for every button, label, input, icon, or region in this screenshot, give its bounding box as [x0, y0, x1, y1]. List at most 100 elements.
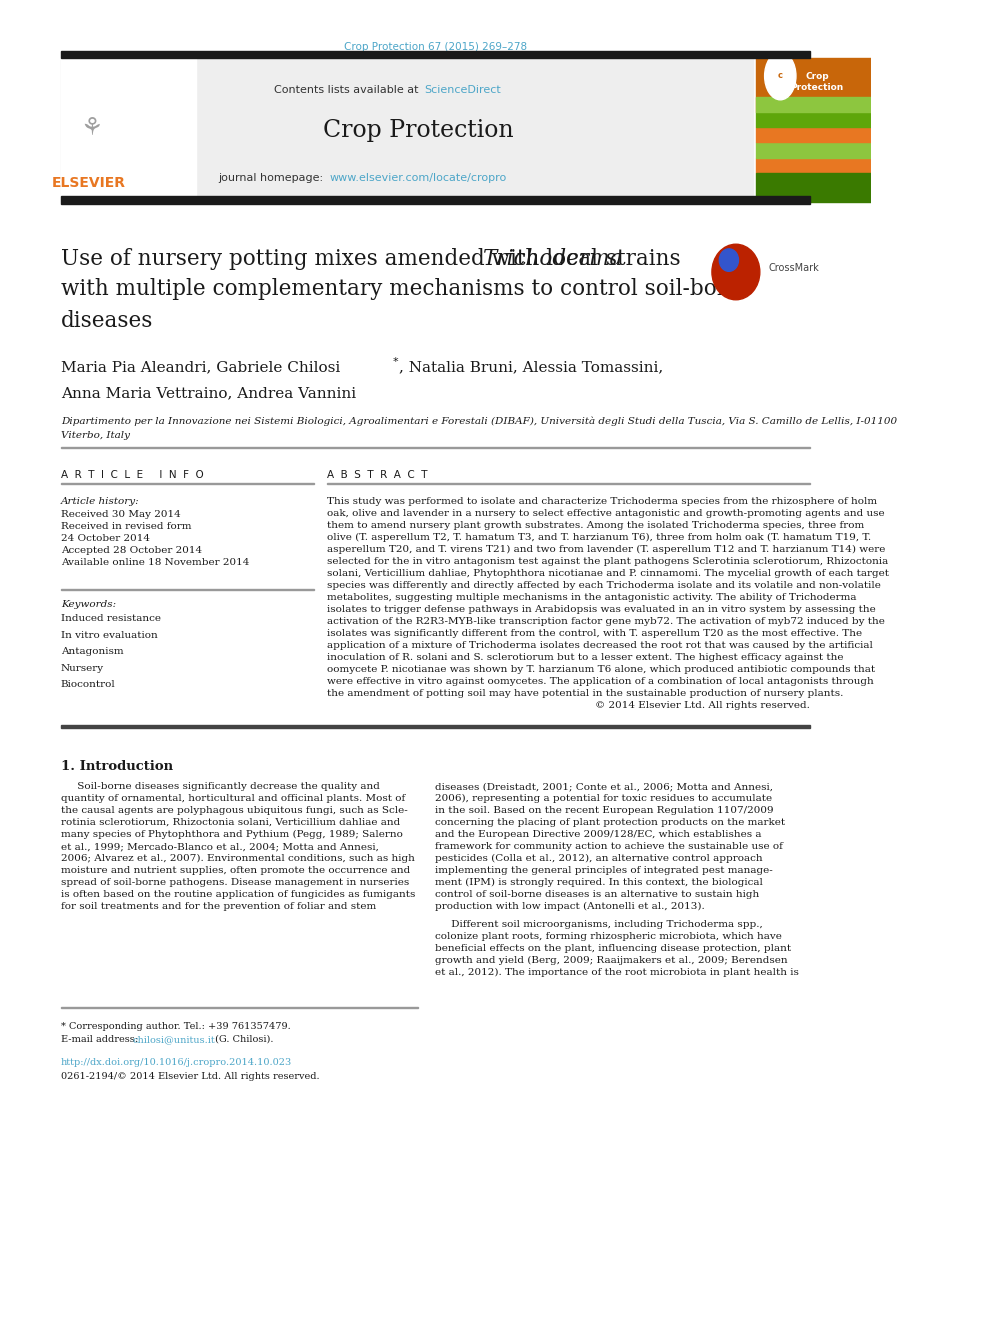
Text: Trichoderma: Trichoderma: [483, 247, 624, 270]
Text: Use of nursery potting mixes amended with local: Use of nursery potting mixes amended wit…: [61, 247, 605, 270]
Bar: [61, 58, 753, 202]
Text: c: c: [778, 71, 783, 81]
Bar: [61, 447, 809, 448]
Text: Nursery: Nursery: [61, 664, 104, 672]
Text: them to amend nursery plant growth substrates. Among the isolated Trichoderma sp: them to amend nursery plant growth subst…: [326, 521, 864, 531]
Text: Antagonism: Antagonism: [61, 647, 124, 656]
Text: Crop
Protection: Crop Protection: [791, 71, 843, 93]
Text: , Natalia Bruni, Alessia Tomassini,: , Natalia Bruni, Alessia Tomassini,: [399, 360, 663, 374]
Text: ELSEVIER: ELSEVIER: [52, 176, 126, 191]
Bar: [756, 127, 871, 143]
Text: growth and yield (Berg, 2009; Raaijmakers et al., 2009; Berendsen: growth and yield (Berg, 2009; Raaijmaker…: [435, 957, 788, 964]
Text: Article history:: Article history:: [61, 497, 140, 505]
Text: journal homepage:: journal homepage:: [218, 173, 326, 183]
Text: application of a mixture of Trichoderma isolates decreased the root rot that was: application of a mixture of Trichoderma …: [326, 642, 872, 650]
Text: framework for community action to achieve the sustainable use of: framework for community action to achiev…: [435, 841, 784, 851]
Text: colonize plant roots, forming rhizospheric microbiota, which have: colonize plant roots, forming rhizospher…: [435, 931, 783, 941]
Text: solani, Verticillium dahliae, Phytophthora nicotianae and P. cinnamomi. The myce: solani, Verticillium dahliae, Phytophtho…: [326, 569, 889, 578]
Text: * Corresponding author. Tel.: +39 761357479.: * Corresponding author. Tel.: +39 761357…: [61, 1021, 291, 1031]
Text: Contents lists available at: Contents lists available at: [275, 85, 423, 95]
Text: CrossMark: CrossMark: [769, 263, 819, 273]
Text: asperellum T20, and T. virens T21) and two from lavender (T. asperellum T12 and : asperellum T20, and T. virens T21) and t…: [326, 545, 885, 554]
Text: 24 October 2014: 24 October 2014: [61, 534, 150, 542]
Text: diseases: diseases: [61, 310, 154, 332]
Text: oak, olive and lavender in a nursery to select effective antagonistic and growth: oak, olive and lavender in a nursery to …: [326, 509, 884, 519]
Text: implementing the general principles of integrated pest manage-: implementing the general principles of i…: [435, 867, 773, 875]
Text: chilosi@unitus.it: chilosi@unitus.it: [132, 1035, 215, 1044]
Bar: [756, 173, 871, 202]
Ellipse shape: [712, 245, 760, 300]
Text: E-mail address:: E-mail address:: [61, 1035, 141, 1044]
Bar: [61, 196, 809, 204]
Text: et al., 1999; Mercado-Blanco et al., 2004; Motta and Annesi,: et al., 1999; Mercado-Blanco et al., 200…: [61, 841, 379, 851]
Text: Accepted 28 October 2014: Accepted 28 October 2014: [61, 546, 202, 556]
Text: Biocontrol: Biocontrol: [61, 680, 116, 689]
Text: Induced resistance: Induced resistance: [61, 614, 161, 623]
Bar: [756, 97, 871, 112]
Text: 2006), representing a potential for toxic residues to accumulate: 2006), representing a potential for toxi…: [435, 794, 773, 803]
Text: were effective in vitro against oomycetes. The application of a combination of l: were effective in vitro against oomycete…: [326, 677, 873, 687]
Text: concerning the placing of plant protection products on the market: concerning the placing of plant protecti…: [435, 818, 786, 827]
Text: Received in revised form: Received in revised form: [61, 523, 191, 531]
Text: for soil treatments and for the prevention of foliar and stem: for soil treatments and for the preventi…: [61, 902, 376, 912]
Text: in the soil. Based on the recent European Regulation 1107/2009: in the soil. Based on the recent Europea…: [435, 806, 774, 815]
Text: activation of the R2R3-MYB-like transcription factor gene myb72. The activation : activation of the R2R3-MYB-like transcri…: [326, 617, 885, 626]
Bar: [756, 143, 871, 157]
Text: et al., 2012). The importance of the root microbiota in plant health is: et al., 2012). The importance of the roo…: [435, 968, 800, 978]
Text: production with low impact (Antonelli et al., 2013).: production with low impact (Antonelli et…: [435, 902, 705, 912]
Text: A  B  S  T  R  A  C  T: A B S T R A C T: [326, 470, 428, 480]
Text: with multiple complementary mechanisms to control soil-borne: with multiple complementary mechanisms t…: [61, 278, 754, 300]
Text: A  R  T  I  C  L  E     I  N  F  O: A R T I C L E I N F O: [61, 470, 203, 480]
Ellipse shape: [719, 249, 738, 271]
Text: 2006; Alvarez et al., 2007). Environmental conditions, such as high: 2006; Alvarez et al., 2007). Environment…: [61, 855, 415, 863]
Text: Available online 18 November 2014: Available online 18 November 2014: [61, 558, 249, 568]
Text: pesticides (Colla et al., 2012), an alternative control approach: pesticides (Colla et al., 2012), an alte…: [435, 855, 763, 863]
Text: species was differently and directly affected by each Trichoderma isolate and it: species was differently and directly aff…: [326, 581, 881, 590]
Text: Anna Maria Vettraino, Andrea Vannini: Anna Maria Vettraino, Andrea Vannini: [61, 386, 356, 400]
Text: diseases (Dreistadt, 2001; Conte et al., 2006; Motta and Annesi,: diseases (Dreistadt, 2001; Conte et al.,…: [435, 782, 774, 791]
Bar: [756, 157, 871, 173]
Text: olive (T. asperellum T2, T. hamatum T3, and T. harzianum T6), three from holm oa: olive (T. asperellum T2, T. hamatum T3, …: [326, 533, 871, 542]
Text: isolates to trigger defense pathways in Arabidopsis was evaluated in an in vitro: isolates to trigger defense pathways in …: [326, 605, 875, 614]
Text: http://dx.doi.org/10.1016/j.cropro.2014.10.023: http://dx.doi.org/10.1016/j.cropro.2014.…: [61, 1058, 293, 1068]
Text: *: *: [393, 357, 399, 368]
Text: selected for the in vitro antagonism test against the plant pathogens Sclerotini: selected for the in vitro antagonism tes…: [326, 557, 888, 566]
Bar: [61, 725, 809, 728]
Text: many species of Phytophthora and Pythium (Pegg, 1989; Salerno: many species of Phytophthora and Pythium…: [61, 830, 403, 839]
Text: Crop Protection: Crop Protection: [322, 119, 513, 142]
Text: This study was performed to isolate and characterize Trichoderma species from th: This study was performed to isolate and …: [326, 497, 877, 505]
Text: ment (IPM) is strongly required. In this context, the biological: ment (IPM) is strongly required. In this…: [435, 878, 763, 888]
Text: Viterbo, Italy: Viterbo, Italy: [61, 431, 130, 441]
Text: ⚘: ⚘: [80, 116, 102, 140]
Text: spread of soil-borne pathogens. Disease management in nurseries: spread of soil-borne pathogens. Disease …: [61, 878, 410, 886]
Text: Maria Pia Aleandri, Gabriele Chilosi: Maria Pia Aleandri, Gabriele Chilosi: [61, 360, 340, 374]
Text: metabolites, suggesting multiple mechanisms in the antagonistic activity. The ab: metabolites, suggesting multiple mechani…: [326, 593, 856, 602]
Text: quantity of ornamental, horticultural and officinal plants. Most of: quantity of ornamental, horticultural an…: [61, 794, 405, 803]
Text: oomycete P. nicotianae was shown by T. harzianum T6 alone, which produced antibi: oomycete P. nicotianae was shown by T. h…: [326, 665, 875, 673]
Bar: [61, 58, 196, 202]
Circle shape: [765, 52, 796, 99]
Text: ScienceDirect: ScienceDirect: [425, 85, 501, 95]
Bar: [61, 52, 809, 58]
Text: © 2014 Elsevier Ltd. All rights reserved.: © 2014 Elsevier Ltd. All rights reserved…: [595, 701, 809, 710]
Bar: [756, 58, 871, 112]
Text: Received 30 May 2014: Received 30 May 2014: [61, 509, 181, 519]
Text: www.elsevier.com/locate/cropro: www.elsevier.com/locate/cropro: [329, 173, 507, 183]
Text: Soil-borne diseases significantly decrease the quality and: Soil-borne diseases significantly decrea…: [61, 782, 380, 791]
Text: beneficial effects on the plant, influencing disease protection, plant: beneficial effects on the plant, influen…: [435, 945, 792, 953]
Text: the causal agents are polyphagous ubiquitous fungi, such as Scle-: the causal agents are polyphagous ubiqui…: [61, 806, 408, 815]
Text: moisture and nutrient supplies, often promote the occurrence and: moisture and nutrient supplies, often pr…: [61, 867, 411, 875]
Text: and the European Directive 2009/128/EC, which establishes a: and the European Directive 2009/128/EC, …: [435, 830, 762, 839]
Text: Keywords:: Keywords:: [61, 601, 116, 609]
Text: strains: strains: [599, 247, 681, 270]
Text: Dipartimento per la Innovazione nei Sistemi Biologici, Agroalimentari e Forestal: Dipartimento per la Innovazione nei Sist…: [61, 415, 897, 426]
Text: rotinia sclerotiorum, Rhizoctonia solani, Verticillium dahliae and: rotinia sclerotiorum, Rhizoctonia solani…: [61, 818, 400, 827]
Text: 1. Introduction: 1. Introduction: [61, 759, 173, 773]
Text: inoculation of R. solani and S. sclerotiorum but to a lesser extent. The highest: inoculation of R. solani and S. scleroti…: [326, 654, 843, 662]
Text: is often based on the routine application of fungicides as fumigants: is often based on the routine applicatio…: [61, 890, 416, 900]
Text: (G. Chilosi).: (G. Chilosi).: [211, 1035, 273, 1044]
Text: Crop Protection 67 (2015) 269–278: Crop Protection 67 (2015) 269–278: [344, 42, 527, 52]
Text: isolates was significantly different from the control, with T. asperellum T20 as: isolates was significantly different fro…: [326, 628, 862, 638]
Bar: [756, 112, 871, 127]
Text: Different soil microorganisms, including Trichoderma spp.,: Different soil microorganisms, including…: [435, 919, 763, 929]
